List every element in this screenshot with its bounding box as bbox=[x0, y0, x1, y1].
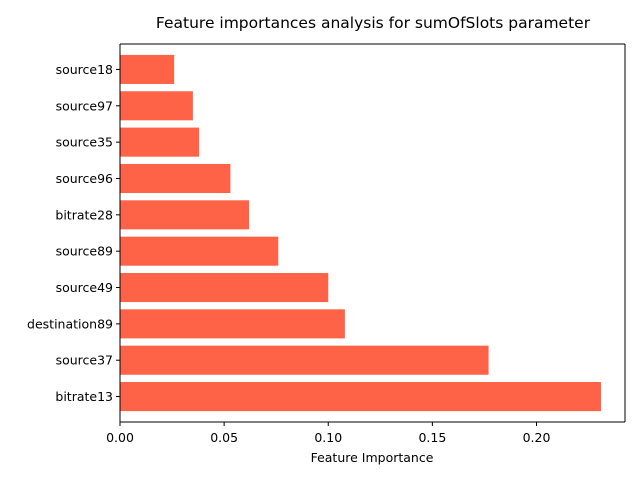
bar-bitrate28 bbox=[120, 200, 250, 230]
bar-source37 bbox=[120, 345, 489, 375]
x-tick-label: 0.10 bbox=[314, 430, 342, 445]
x-axis-label: Feature Importance bbox=[311, 450, 434, 465]
bar-destination89 bbox=[120, 309, 345, 339]
bar-source49 bbox=[120, 272, 329, 303]
y-tick-label: source97 bbox=[56, 98, 113, 113]
y-tick-label: source49 bbox=[56, 280, 113, 295]
y-tick-label: source18 bbox=[56, 62, 113, 77]
y-tick-label: bitrate28 bbox=[55, 207, 113, 222]
bar-source35 bbox=[120, 127, 200, 157]
bar-source96 bbox=[120, 163, 231, 194]
bar-bitrate13 bbox=[120, 382, 602, 412]
x-tick-label: 0.15 bbox=[418, 430, 446, 445]
y-tick-label: source96 bbox=[56, 171, 113, 186]
y-tick-label: destination89 bbox=[27, 316, 113, 331]
y-tick-label: source37 bbox=[56, 353, 113, 368]
bar-source18 bbox=[120, 54, 175, 84]
bar-source97 bbox=[120, 91, 193, 121]
x-tick-label: 0.05 bbox=[210, 430, 238, 445]
x-tick-label: 0.20 bbox=[523, 430, 551, 445]
x-axis-ticks: 0.00 0.05 0.10 0.15 0.20 bbox=[106, 422, 550, 445]
x-tick-label: 0.00 bbox=[106, 430, 134, 445]
y-axis-ticks: bitrate13 source37 destination89 source49 so… bbox=[27, 62, 120, 404]
chart-title: Feature importances analysis for sumOfSl… bbox=[156, 14, 591, 32]
y-tick-label: source89 bbox=[56, 244, 113, 259]
bars-group bbox=[120, 54, 602, 412]
y-tick-label: source35 bbox=[56, 135, 113, 150]
bar-source89 bbox=[120, 236, 279, 266]
y-tick-label: bitrate13 bbox=[55, 389, 113, 404]
